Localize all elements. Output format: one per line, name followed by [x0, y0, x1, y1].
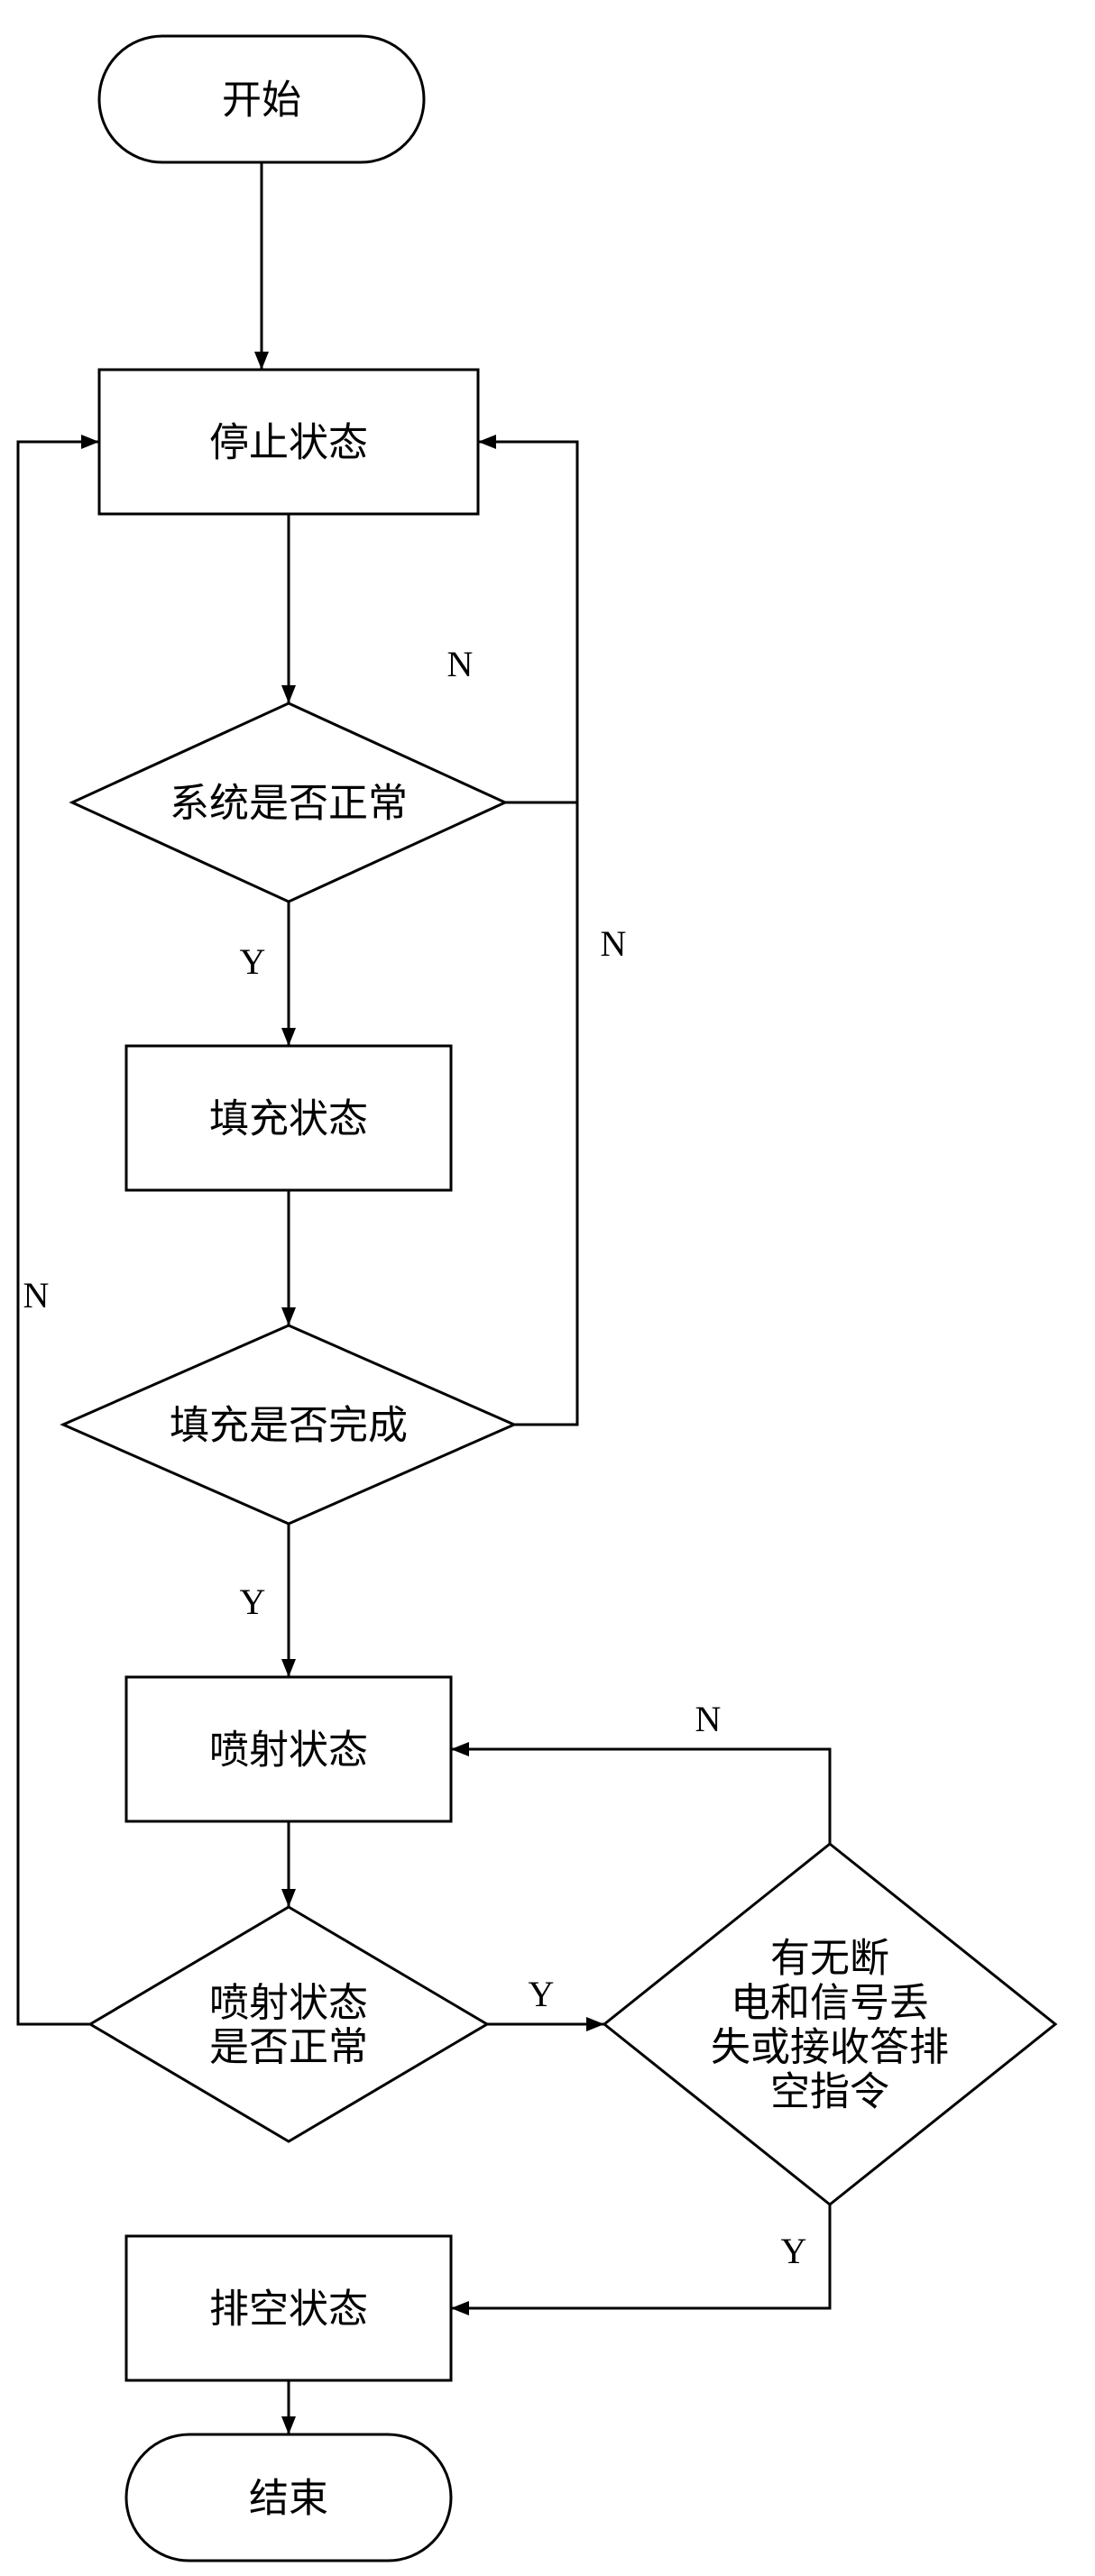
label-end: 结束 — [249, 2476, 328, 2520]
label-drain: 排空状态 — [209, 2287, 368, 2331]
edge-d2-stop — [478, 442, 577, 1425]
edge-d4-drain — [451, 2205, 830, 2308]
edge-label-d1-fill: Y — [240, 941, 266, 982]
arrow-d1-fill — [281, 1028, 296, 1046]
edge-d3-stop — [18, 442, 99, 2024]
label-stop: 停止状态 — [209, 420, 368, 464]
label-d1: 系统是否正常 — [170, 781, 408, 825]
label-start: 开始 — [222, 78, 301, 122]
arrow-fill-d2 — [281, 1307, 296, 1325]
edge-label-d3-d4: Y — [529, 1974, 555, 2014]
label-d3: 喷射状态是否正常 — [209, 1981, 368, 2069]
edge-label-d4-spray: N — [695, 1699, 722, 1739]
arrow-spray-d3 — [281, 1889, 296, 1907]
edge-d1-stop — [505, 442, 577, 802]
label-spray: 喷射状态 — [209, 1728, 368, 1772]
arrow-d3-stop — [81, 435, 99, 449]
arrow-d2-spray — [281, 1659, 296, 1677]
arrow-d4-drain — [451, 2301, 469, 2315]
edge-d4-spray — [451, 1749, 830, 1844]
arrow-stop-d1 — [281, 685, 296, 703]
edge-label-d2-stop: N — [601, 923, 627, 964]
arrow-d2-stop — [478, 435, 496, 449]
arrow-d3-d4 — [586, 2017, 604, 2031]
arrow-drain-end — [281, 2416, 296, 2434]
edge-label-d3-stop: N — [23, 1275, 50, 1316]
arrow-d4-spray — [451, 1742, 469, 1756]
edge-label-d2-spray: Y — [240, 1581, 266, 1622]
label-d4: 有无断电和信号丢失或接收答排空指令 — [711, 1936, 949, 2113]
label-d2: 填充是否完成 — [170, 1403, 408, 1447]
edge-label-d4-drain: Y — [781, 2231, 807, 2271]
edge-label-d1-stop: N — [447, 644, 474, 684]
arrow-start-stop — [254, 352, 269, 370]
label-fill: 填充状态 — [209, 1096, 368, 1141]
